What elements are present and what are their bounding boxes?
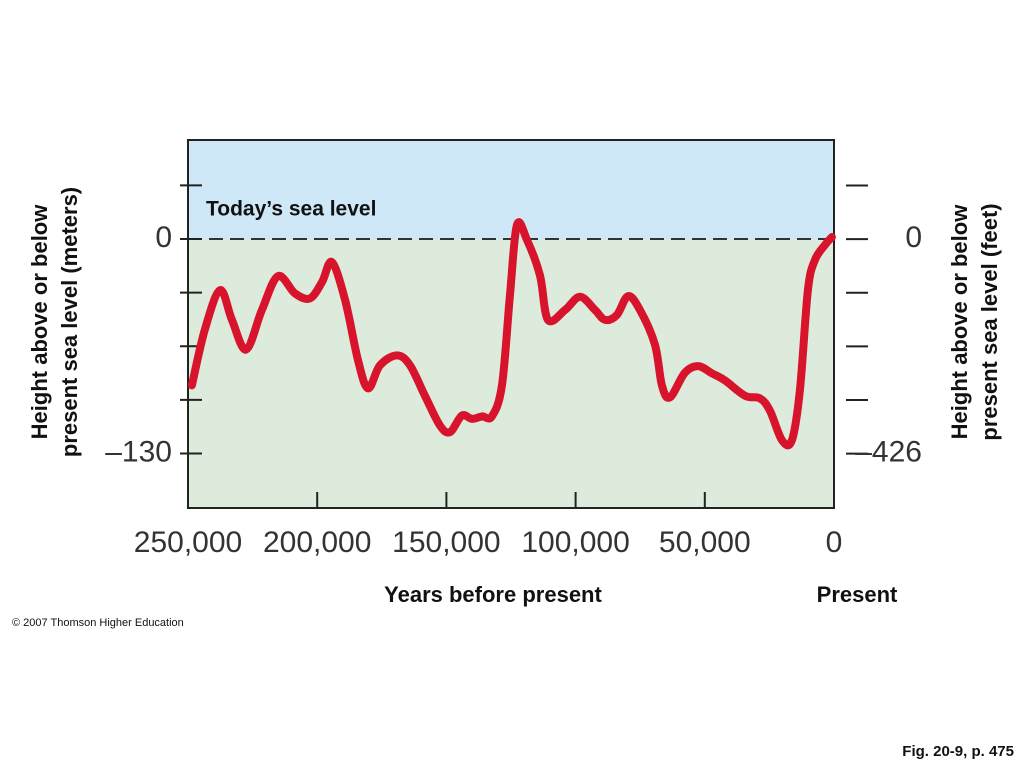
x-tick-label: 50,000	[659, 526, 751, 559]
figure-ref: Fig. 20-9, p. 475	[902, 743, 1014, 760]
y-axis-label: present sea level (meters)	[57, 187, 82, 457]
y-axis-label: Height above or below	[27, 204, 52, 440]
y-axis-label: Height above or below	[947, 204, 972, 440]
present-label: Present	[817, 582, 898, 607]
x-tick-label: 200,000	[263, 526, 371, 559]
credit: © 2007 Thomson Higher Education	[12, 617, 184, 629]
annotation: Today’s sea level	[206, 198, 376, 221]
x-tick-label: 100,000	[521, 526, 629, 559]
tick-label: 0	[905, 221, 922, 254]
tick-label: 0	[155, 221, 172, 254]
tick-label: –130	[105, 435, 172, 468]
y-axis-label: present sea level (feet)	[977, 203, 1002, 440]
x-tick-label: 0	[826, 526, 843, 559]
x-tick-label: 250,000	[134, 526, 242, 559]
tick-label: –426	[855, 436, 922, 469]
x-axis-label: Years before present	[384, 582, 602, 607]
sky-area	[188, 140, 834, 240]
plot-frame	[187, 139, 835, 509]
x-tick-label: 150,000	[392, 526, 500, 559]
sea-level-line	[187, 218, 836, 450]
